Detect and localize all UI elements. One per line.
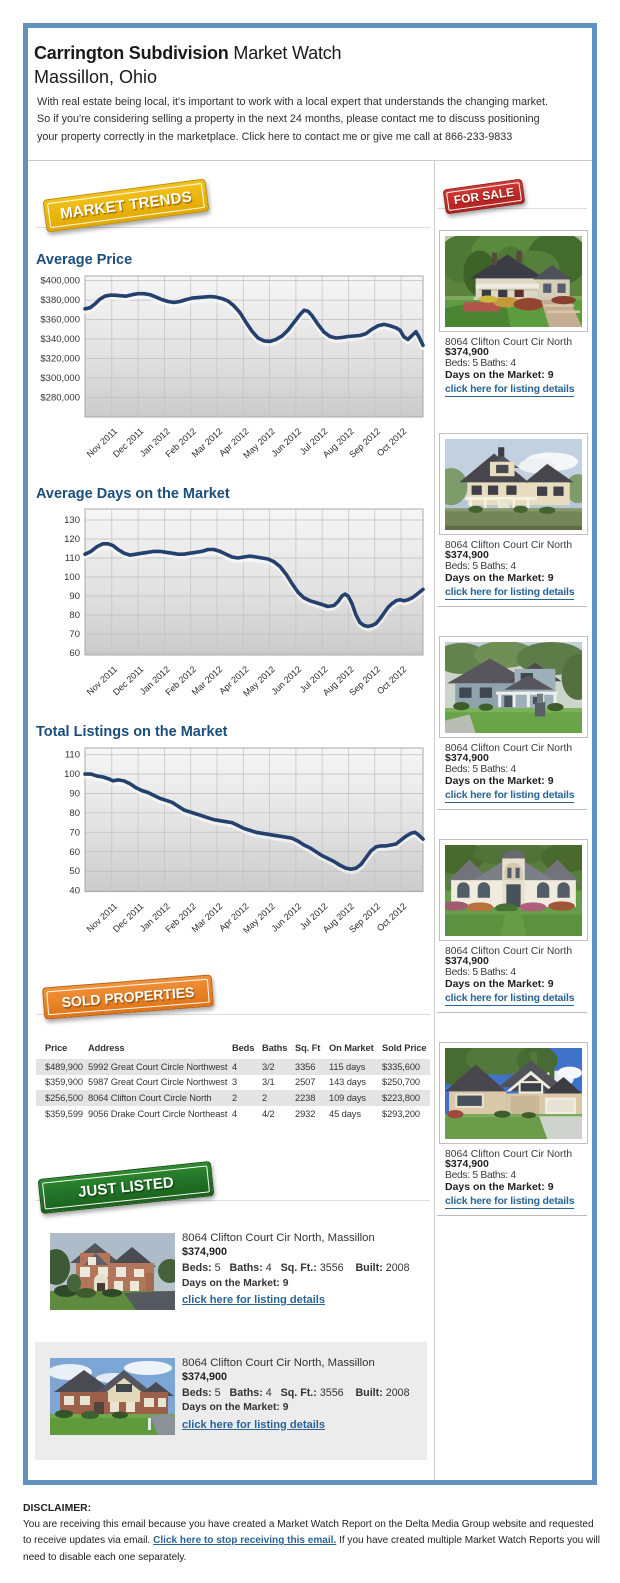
svg-text:$300,000: $300,000 [40, 373, 80, 384]
svg-text:Oct 2012: Oct 2012 [375, 426, 409, 458]
svg-text:70: 70 [69, 827, 80, 838]
svg-text:60: 60 [69, 847, 80, 858]
svg-text:50: 50 [69, 866, 80, 877]
svg-text:120: 120 [64, 534, 80, 545]
svg-text:110: 110 [65, 750, 80, 761]
svg-text:100: 100 [64, 572, 80, 583]
svg-text:Oct 2012: Oct 2012 [375, 901, 409, 933]
svg-text:70: 70 [69, 629, 80, 640]
svg-text:60: 60 [69, 648, 80, 659]
svg-text:90: 90 [69, 789, 80, 800]
svg-text:$400,000: $400,000 [40, 276, 80, 287]
svg-text:$380,000: $380,000 [40, 295, 80, 306]
svg-text:80: 80 [69, 610, 80, 621]
svg-text:100: 100 [64, 769, 80, 780]
svg-text:80: 80 [69, 808, 80, 819]
svg-text:$360,000: $360,000 [40, 315, 80, 326]
svg-text:130: 130 [64, 515, 80, 526]
svg-text:40: 40 [69, 886, 80, 897]
svg-text:Oct 2012: Oct 2012 [375, 664, 409, 696]
svg-text:90: 90 [69, 591, 80, 602]
svg-text:$340,000: $340,000 [40, 334, 80, 345]
svg-text:$320,000: $320,000 [40, 353, 80, 364]
svg-text:$280,000: $280,000 [40, 392, 80, 403]
svg-text:110: 110 [65, 553, 80, 564]
